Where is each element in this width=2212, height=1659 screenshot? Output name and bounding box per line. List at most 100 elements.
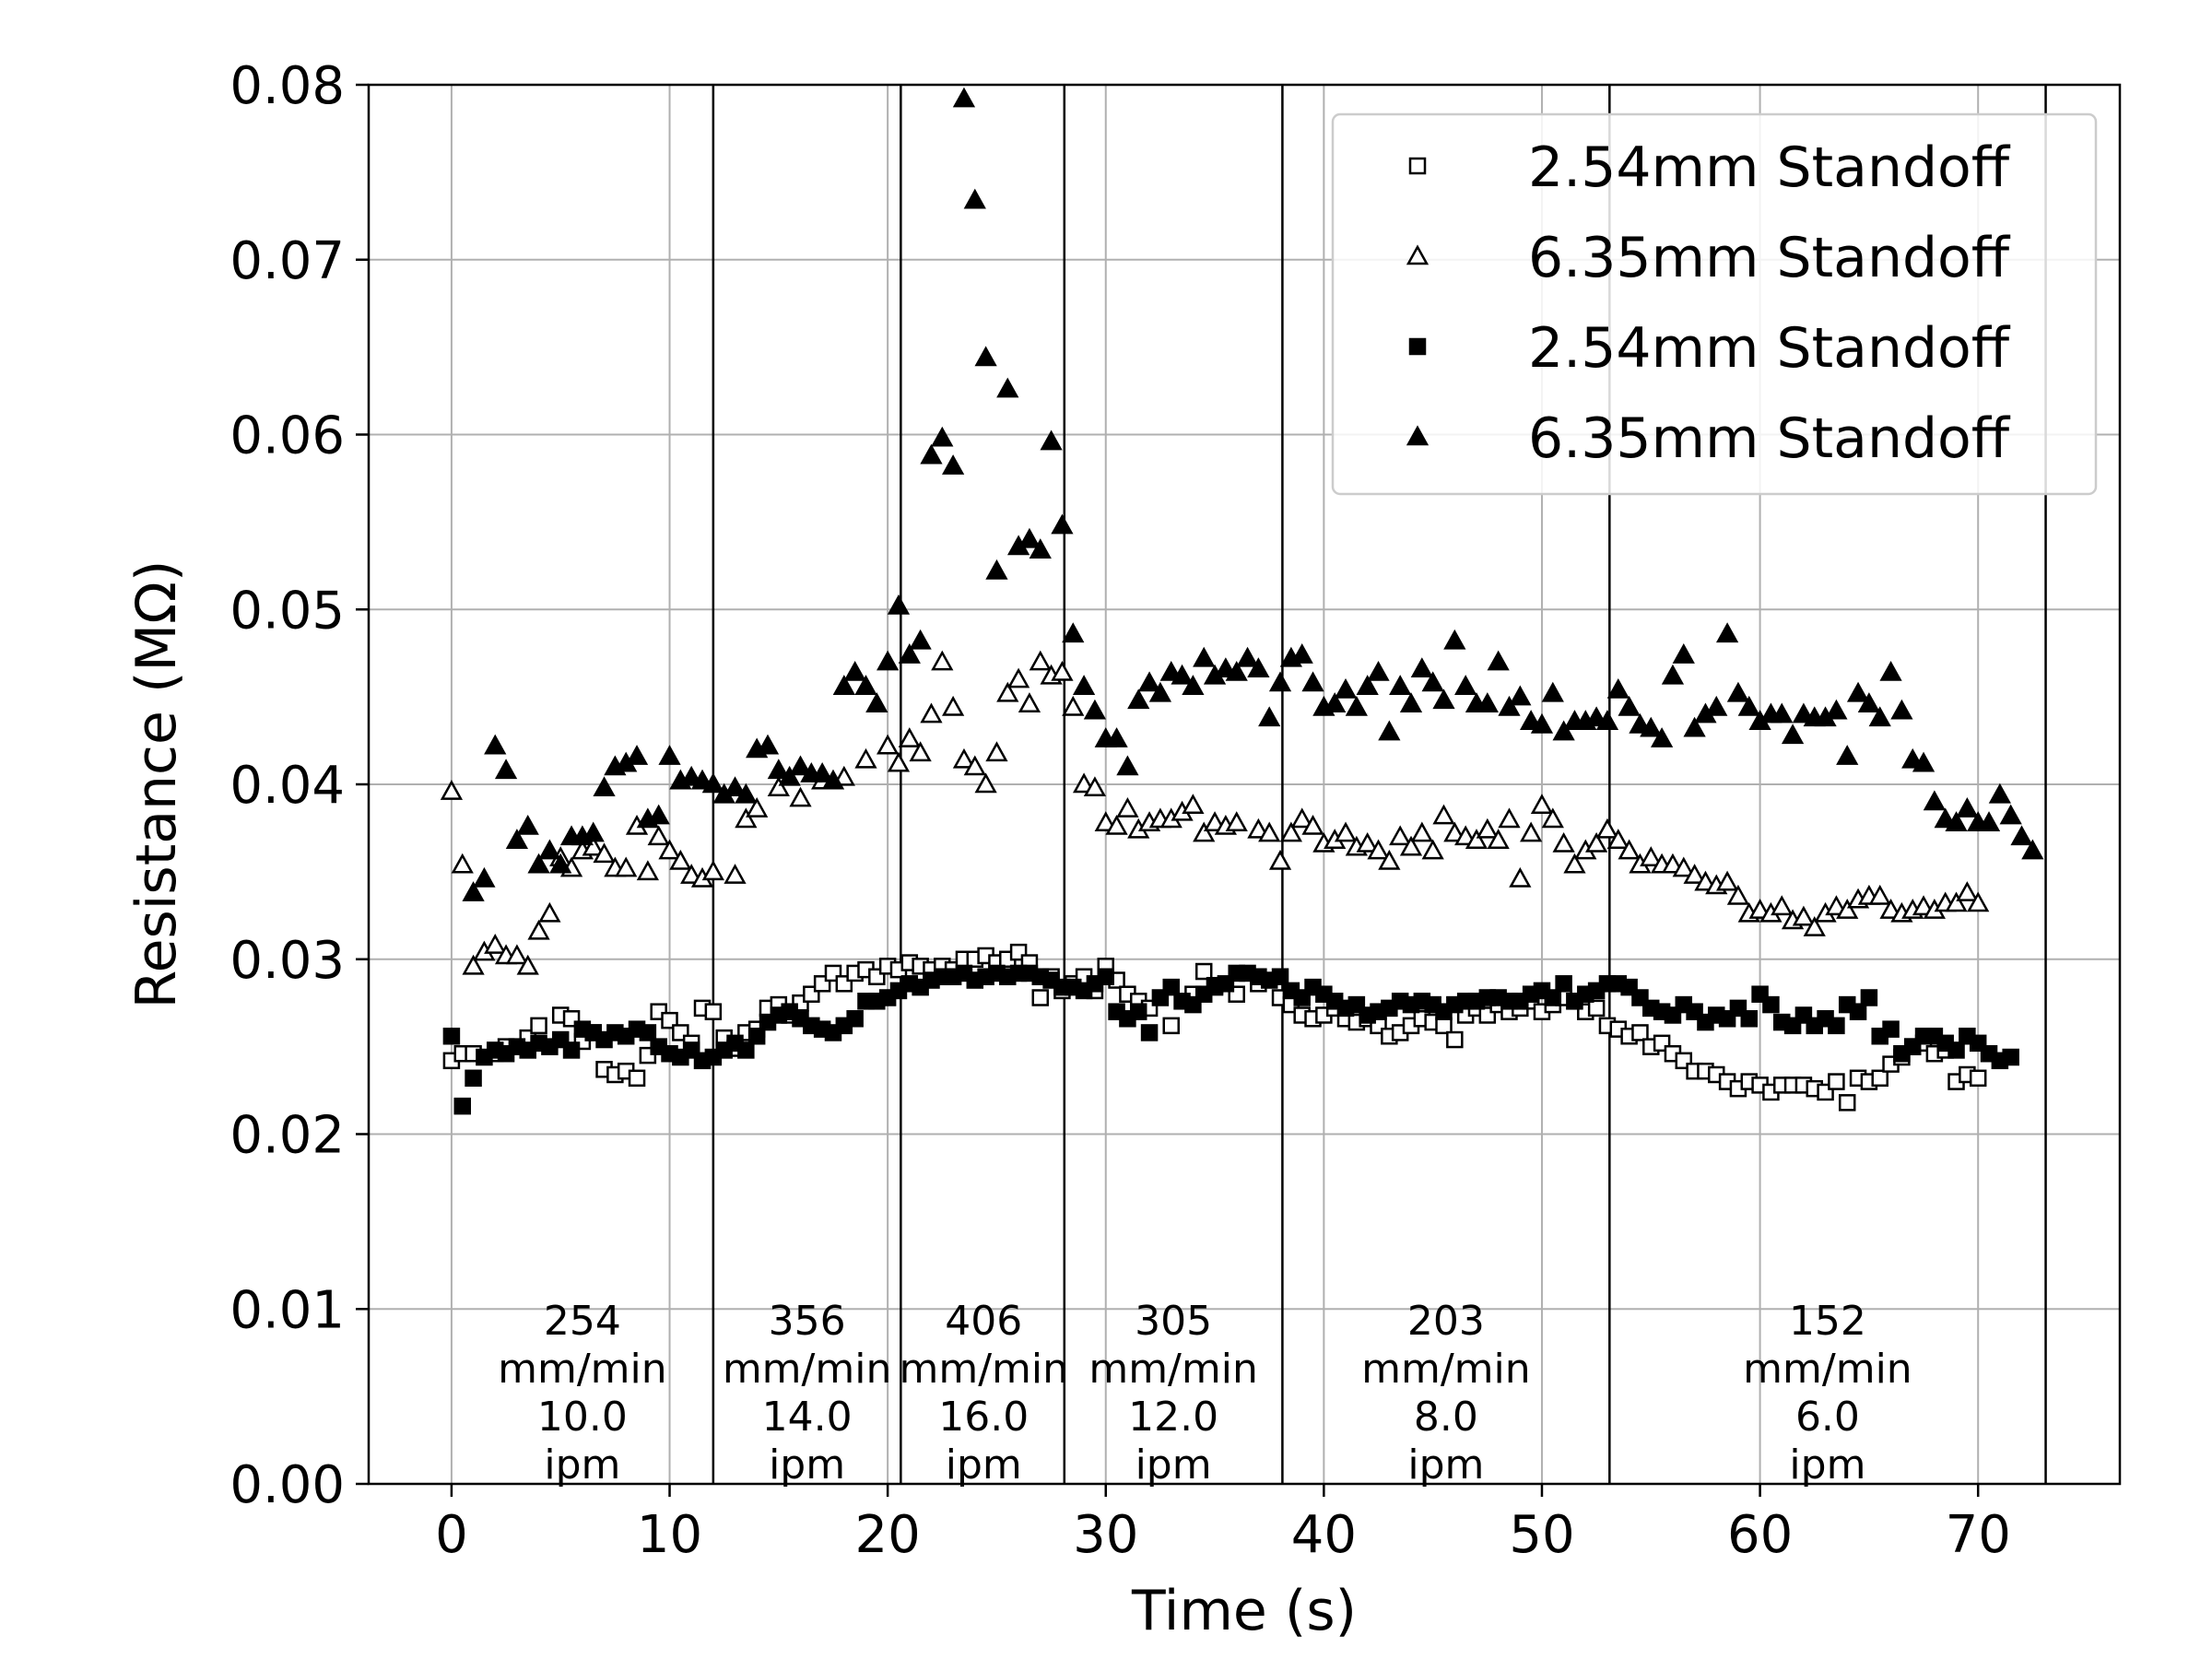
data-point	[661, 1011, 678, 1030]
data-point	[462, 881, 485, 901]
segment-annotation-line: mm/min	[1361, 1346, 1531, 1393]
data-point	[1945, 811, 1968, 831]
data-point	[2021, 839, 2044, 860]
data-point	[1182, 675, 1205, 695]
data-point	[701, 772, 724, 794]
data-point	[1137, 671, 1161, 692]
data-point	[625, 745, 649, 765]
data-point	[494, 759, 518, 780]
data-point	[724, 776, 747, 797]
data-point	[920, 443, 943, 465]
data-point	[1182, 794, 1205, 815]
data-point	[1890, 699, 1913, 720]
segment-annotation-line: ipm	[1407, 1441, 1484, 1488]
data-point	[1999, 804, 2022, 825]
data-point	[1838, 1094, 1856, 1112]
data-point	[877, 650, 900, 671]
segment-annotation-line: 12.0	[1128, 1394, 1218, 1441]
data-point	[1606, 677, 1630, 699]
data-point	[1051, 513, 1074, 535]
segment-annotation-line: ipm	[1135, 1441, 1212, 1488]
data-point	[996, 681, 1019, 702]
data-point	[1825, 895, 1848, 916]
data-point	[1868, 884, 1891, 905]
data-point	[1171, 664, 1194, 685]
data-point	[1301, 671, 1324, 692]
data-point	[615, 856, 638, 877]
data-point	[1367, 660, 1390, 681]
data-point	[1162, 978, 1180, 996]
data-point	[1031, 989, 1050, 1006]
data-point	[1399, 692, 1423, 712]
data-point	[811, 762, 834, 782]
data-point	[1268, 671, 1292, 692]
data-point	[1399, 835, 1423, 856]
data-point	[1879, 899, 1902, 919]
data-point	[538, 901, 561, 923]
y-tick-label: 0.07	[229, 231, 345, 291]
data-point	[658, 745, 681, 765]
data-point	[549, 853, 572, 874]
data-point	[1771, 702, 1794, 724]
data-point	[701, 860, 724, 881]
data-point	[2002, 1048, 2019, 1066]
data-point	[1860, 989, 1878, 1006]
data-point	[1868, 706, 1891, 727]
segment-annotation-line: ipm	[1789, 1441, 1865, 1488]
data-point	[1552, 831, 1575, 853]
data-point	[1148, 681, 1172, 702]
data-point	[887, 594, 911, 615]
data-point	[1258, 821, 1281, 842]
data-point	[1072, 772, 1096, 794]
data-point	[1748, 899, 1771, 919]
data-point	[527, 853, 550, 874]
data-point	[1454, 675, 1477, 695]
data-point	[898, 727, 921, 747]
data-point	[1487, 829, 1510, 849]
data-point	[767, 776, 790, 797]
data-point	[963, 755, 986, 776]
data-point	[735, 807, 758, 829]
data-point	[1476, 692, 1499, 712]
data-point	[647, 825, 670, 846]
data-point	[1705, 695, 1728, 716]
data-point	[735, 782, 758, 804]
data-point	[1640, 716, 1663, 737]
data-point	[1726, 681, 1750, 702]
data-point	[1268, 849, 1292, 870]
data-point	[1740, 1010, 1759, 1028]
data-point	[1279, 821, 1302, 842]
y-tick-label: 0.05	[229, 581, 345, 641]
data-point	[680, 765, 703, 786]
data-point	[1225, 811, 1248, 831]
data-point	[1062, 695, 1085, 716]
segment-annotation-line: 203	[1407, 1298, 1485, 1345]
data-point	[1595, 710, 1619, 730]
data-point	[1672, 856, 1695, 877]
data-point	[1541, 681, 1564, 702]
data-point	[1006, 667, 1030, 688]
x-axis-label: Time (s)	[1131, 1579, 1357, 1643]
series-2-square-filled	[442, 964, 2019, 1115]
y-tick-label: 0.02	[229, 1106, 345, 1166]
legend-marker	[1408, 337, 1427, 356]
data-point	[1828, 1073, 1845, 1090]
data-point	[2010, 825, 2033, 846]
data-point	[1498, 695, 1521, 716]
segment-annotation-line: 356	[769, 1298, 846, 1345]
data-point	[628, 1069, 646, 1088]
data-point	[1781, 724, 1805, 745]
data-point	[941, 695, 965, 716]
y-tick-label: 0.00	[229, 1455, 345, 1515]
data-point	[746, 796, 769, 818]
data-point	[647, 804, 670, 825]
data-point	[1956, 796, 1979, 818]
segment-annotation-line: ipm	[544, 1441, 620, 1488]
data-point	[737, 1041, 755, 1059]
data-point	[1334, 821, 1358, 842]
data-point	[1162, 1017, 1180, 1035]
y-tick-label: 0.03	[229, 931, 345, 991]
x-tick-label: 0	[435, 1505, 468, 1565]
data-point	[1140, 1024, 1159, 1041]
data-point	[1129, 1003, 1147, 1020]
